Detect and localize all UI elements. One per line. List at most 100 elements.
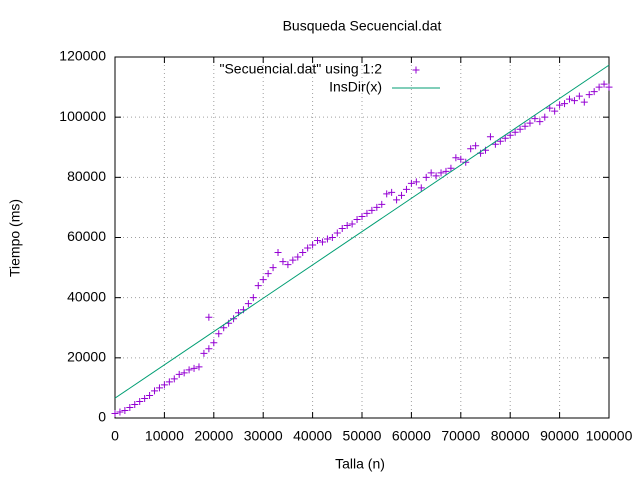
data-point <box>328 234 336 241</box>
data-point <box>205 345 213 353</box>
data-point <box>373 203 381 211</box>
x-axis-label: Talla (n) <box>335 456 385 472</box>
data-point <box>575 92 583 100</box>
data-point <box>289 256 297 264</box>
data-point <box>121 406 129 414</box>
data-point <box>526 119 534 127</box>
data-point <box>348 220 356 228</box>
y-tick-label: 0 <box>98 409 106 425</box>
data-point <box>136 397 144 405</box>
data-point <box>427 169 435 177</box>
x-tick-label: 50000 <box>343 428 382 444</box>
data-point <box>210 339 218 347</box>
x-tick-label: 60000 <box>392 428 431 444</box>
data-point <box>383 190 391 198</box>
data-point <box>170 375 178 383</box>
x-tick-label: 80000 <box>491 428 530 444</box>
data-point <box>600 80 608 88</box>
data-point <box>457 155 465 163</box>
data-point <box>116 408 124 416</box>
data-point <box>412 178 420 186</box>
chart-title: Busqueda Secuencial.dat <box>283 18 442 34</box>
data-point <box>472 142 480 150</box>
x-tick-label: 90000 <box>540 428 579 444</box>
x-tick-label: 70000 <box>441 428 480 444</box>
data-point <box>605 83 613 91</box>
data-point <box>452 154 460 162</box>
data-point <box>299 249 307 257</box>
data-point <box>407 179 415 187</box>
data-point <box>205 313 213 321</box>
data-point <box>314 237 322 245</box>
y-tick-label: 80000 <box>67 168 106 184</box>
data-point <box>338 224 346 232</box>
data-point <box>447 164 455 172</box>
data-point <box>309 241 317 249</box>
y-axis-label: Tiempo (ms) <box>7 199 23 277</box>
data-point <box>501 134 509 142</box>
data-point <box>215 330 223 338</box>
data-point <box>541 113 549 121</box>
data-point <box>111 409 119 417</box>
data-point <box>486 133 494 141</box>
data-point <box>269 264 277 272</box>
y-tick-label: 100000 <box>59 108 106 124</box>
y-tick-label: 60000 <box>67 228 106 244</box>
plot-border <box>114 56 610 419</box>
x-tick-label: 20000 <box>194 428 233 444</box>
y-tick-label: 120000 <box>59 48 106 64</box>
data-point <box>264 270 272 278</box>
data-point <box>155 384 163 392</box>
data-point <box>442 167 450 175</box>
data-point <box>244 300 252 308</box>
data-point <box>165 378 173 386</box>
data-point <box>585 91 593 99</box>
data-point <box>506 131 514 139</box>
data-point <box>190 364 198 372</box>
data-point <box>402 185 410 193</box>
data-point <box>249 294 257 302</box>
data-point <box>279 258 287 266</box>
data-point <box>175 370 183 378</box>
data-point <box>417 184 425 192</box>
data-point <box>160 381 168 389</box>
data-point <box>388 188 396 196</box>
data-point <box>318 238 326 246</box>
data-point <box>284 261 292 269</box>
data-point <box>570 97 578 105</box>
data-point <box>126 403 134 411</box>
x-tick-label: 10000 <box>145 428 184 444</box>
legend-label: "Secuencial.dat" using 1:2 <box>220 61 383 77</box>
data-point <box>595 83 603 91</box>
data-point <box>393 196 401 204</box>
data-point <box>521 122 529 130</box>
data-point <box>422 173 430 181</box>
y-tick-label: 20000 <box>67 349 106 365</box>
data-point <box>531 115 539 123</box>
data-point <box>274 249 282 257</box>
data-point <box>131 400 139 408</box>
data-point <box>304 244 312 252</box>
data-point <box>141 394 149 402</box>
data-point <box>254 282 262 290</box>
data-point <box>551 107 559 115</box>
data-point <box>180 369 188 377</box>
data-point <box>580 98 588 106</box>
data-point <box>437 169 445 177</box>
data-point <box>259 276 267 284</box>
x-tick-label: 0 <box>111 428 119 444</box>
data-point <box>368 206 376 214</box>
legend-label: InsDir(x) <box>329 79 382 95</box>
data-point <box>358 212 366 220</box>
data-point <box>353 215 361 223</box>
data-point <box>185 366 193 374</box>
data-point <box>432 172 440 180</box>
data-point <box>200 349 208 357</box>
data-point <box>556 101 564 109</box>
data-point <box>511 128 519 136</box>
data-point <box>378 200 386 208</box>
data-point <box>151 387 159 395</box>
x-tick-label: 30000 <box>244 428 283 444</box>
